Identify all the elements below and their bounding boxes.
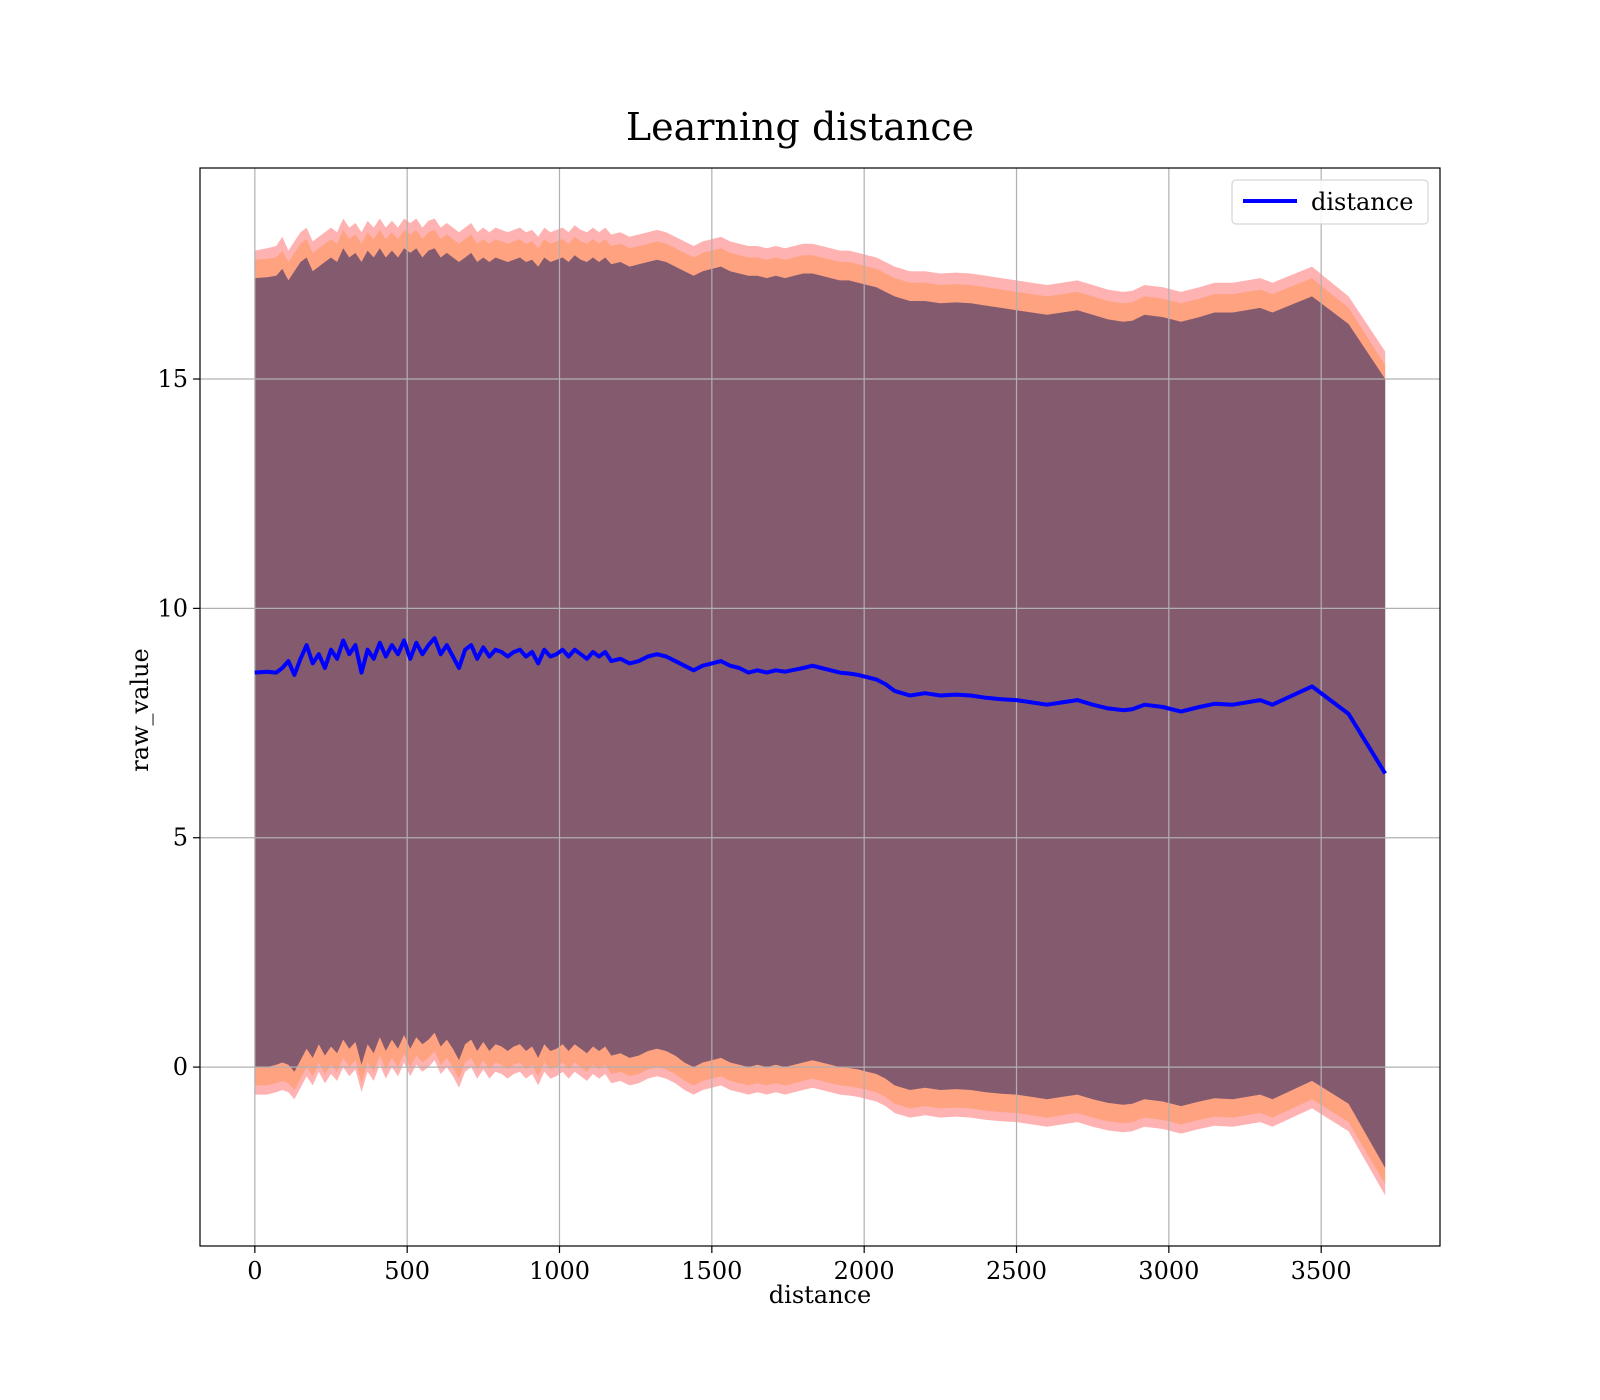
- y-tick-label: 5: [173, 824, 188, 852]
- x-tick-label: 2000: [834, 1257, 895, 1285]
- x-tick-label: 3500: [1291, 1257, 1352, 1285]
- y-axis-label: raw_value: [126, 648, 154, 772]
- band-core: [254, 248, 1386, 1169]
- x-tick-label: 3000: [1138, 1257, 1199, 1285]
- series-line-distance: [254, 636, 1387, 775]
- legend: distance: [1231, 179, 1429, 225]
- y-tick-label: 0: [173, 1053, 188, 1081]
- x-tick-label: 1000: [529, 1257, 590, 1285]
- chart-title: Learning distance: [626, 105, 974, 149]
- tick-layer: 0 500 1000 1500 2000 2500 3000 3500 0 5 10 15: [157, 365, 1351, 1285]
- legend-box: [1231, 179, 1429, 225]
- plot-area: [200, 168, 1440, 1246]
- y-tick-label: 10: [157, 594, 188, 622]
- plot-frame: [199, 167, 1441, 1247]
- x-tick-label: 1500: [681, 1257, 742, 1285]
- legend-label-distance: distance: [1311, 188, 1413, 216]
- x-tick-label: 0: [247, 1257, 262, 1285]
- x-axis-label: distance: [769, 1281, 871, 1309]
- x-tick-label: 2500: [986, 1257, 1047, 1285]
- y-tick-label: 15: [157, 365, 188, 393]
- x-tick-label: 500: [384, 1257, 430, 1285]
